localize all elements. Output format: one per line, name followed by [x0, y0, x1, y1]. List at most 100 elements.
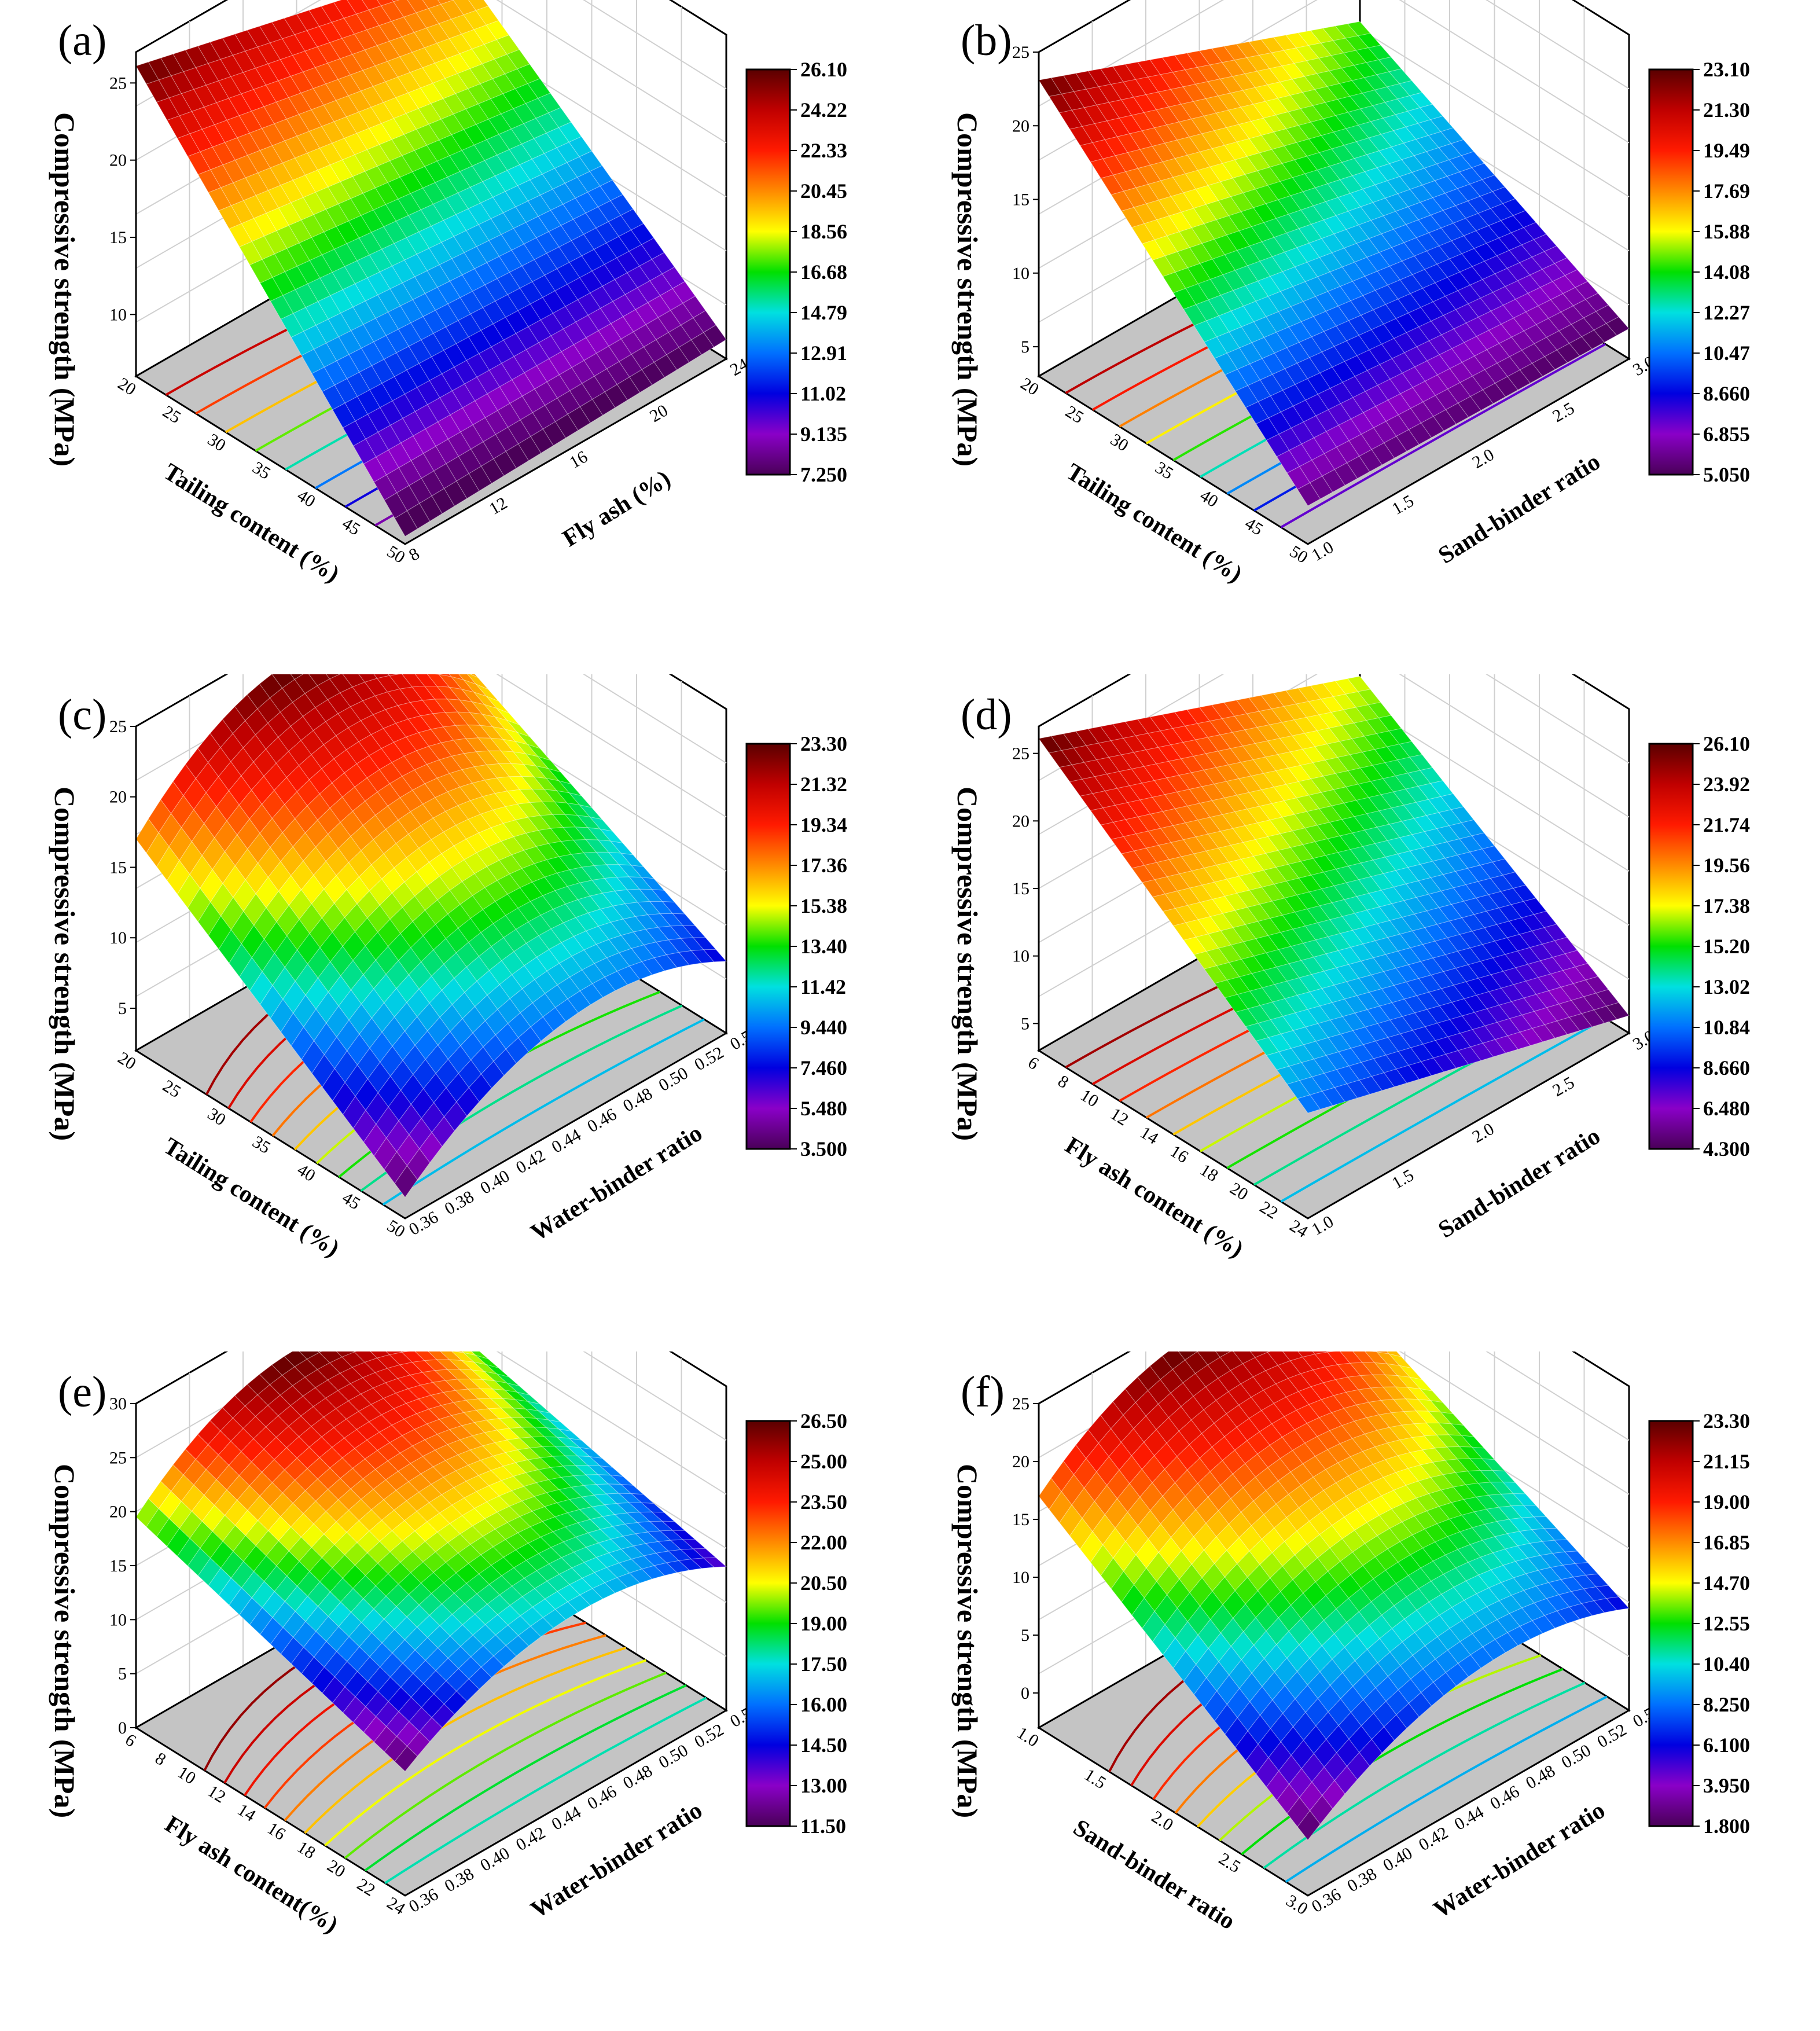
panel-letter: (e): [58, 1368, 106, 1416]
z-tick-label: 10: [109, 928, 127, 947]
z-tick-label: 10: [109, 1610, 127, 1629]
colorbar-tick-label: 3.950: [1703, 1774, 1750, 1797]
panel-letter: (f): [961, 1368, 1005, 1416]
colorbar-tick-label: 23.50: [800, 1490, 847, 1514]
colorbar-tick-label: 10.40: [1703, 1652, 1750, 1676]
z-tick-label: 20: [1012, 811, 1030, 831]
x-tick-label: 25: [159, 1076, 184, 1101]
colorbar-tick-label: 20.50: [800, 1571, 847, 1595]
colorbar-tick-label: 15.38: [800, 894, 847, 917]
colorbar-tick-label: 26.10: [1703, 732, 1750, 755]
z-tick-label: 25: [1012, 1394, 1030, 1413]
colorbar-tick-label: 12.91: [800, 341, 847, 365]
chart-b: 510152025202530354045501.01.52.02.53.0Ta…: [903, 0, 1820, 674]
panel-letter: (d): [961, 691, 1012, 739]
colorbar-tick-label: 16.68: [800, 260, 847, 284]
x-tick-label: 35: [1152, 458, 1176, 483]
colorbar-tick-label: 21.32: [800, 773, 847, 796]
colorbar-tick-label: 5.050: [1703, 463, 1750, 486]
z-tick-label: 0: [1021, 1684, 1030, 1703]
colorbar-tick-label: 12.55: [1703, 1612, 1750, 1635]
colorbar-tick-label: 25.00: [800, 1450, 847, 1473]
z-axis-title: Compressive strength (MPa): [951, 1464, 984, 1818]
z-tick-label: 25: [109, 1448, 127, 1467]
colorbar-tick-label: 9.440: [800, 1016, 847, 1039]
x-tick-label: 35: [249, 458, 274, 483]
x-tick-label: 18: [294, 1837, 319, 1863]
z-axis-title: Compressive strength (MPa): [49, 112, 81, 467]
colorbar: [1649, 744, 1693, 1149]
colorbar-tick-label: 11.02: [800, 382, 846, 405]
colorbar: [747, 69, 790, 475]
colorbar-tick-label: 19.49: [1703, 139, 1750, 162]
x-tick-label: 45: [1241, 514, 1266, 539]
colorbar-tick-label: 26.50: [800, 1409, 847, 1433]
x-tick-label: 10: [174, 1762, 199, 1788]
z-tick-label: 10: [1012, 947, 1030, 966]
z-tick-label: 25: [1012, 43, 1030, 62]
y-axis-title: Sand-binder ratio: [1434, 449, 1605, 570]
z-tick-label: 5: [118, 999, 127, 1018]
panel-letter: (b): [961, 16, 1012, 65]
z-tick-label: 25: [109, 717, 127, 736]
x-tick-label: 50: [1286, 542, 1311, 567]
x-tick-label: 40: [1197, 486, 1222, 511]
x-tick-label: 8: [1054, 1071, 1072, 1092]
z-tick-label: 10: [109, 305, 127, 324]
colorbar-tick-label: 10.47: [1703, 341, 1750, 365]
z-tick-label: 5: [1021, 337, 1030, 357]
x-tick-label: 20: [1227, 1179, 1252, 1204]
x-tick-label: 16: [264, 1819, 289, 1844]
colorbar-tick-label: 1.800: [1703, 1815, 1750, 1838]
z-axis-title: Compressive strength (MPa): [49, 787, 81, 1141]
z-tick-label: 10: [1012, 1568, 1030, 1587]
z-tick-label: 15: [1012, 190, 1030, 210]
x-tick-label: 25: [159, 402, 184, 427]
colorbar-tick-label: 5.480: [800, 1097, 847, 1120]
colorbar-tick-label: 19.00: [800, 1612, 847, 1635]
panel-letter: (a): [58, 16, 106, 65]
colorbar-tick-label: 24.22: [800, 98, 847, 122]
z-tick-label: 20: [109, 151, 127, 170]
colorbar-tick-label: 23.92: [1703, 773, 1750, 796]
colorbar-tick-label: 21.74: [1703, 813, 1750, 836]
x-tick-label: 16: [1167, 1141, 1192, 1167]
colorbar-tick-label: 6.100: [1703, 1733, 1750, 1757]
x-tick-label: 40: [294, 1160, 319, 1185]
colorbar-tick-label: 19.56: [1703, 854, 1750, 877]
colorbar-tick-label: 8.660: [1703, 1056, 1750, 1079]
colorbar-tick-label: 10.84: [1703, 1016, 1750, 1039]
x-tick-label: 18: [1197, 1160, 1222, 1185]
colorbar-tick-label: 19.34: [800, 813, 847, 836]
z-tick-label: 15: [109, 228, 127, 247]
x-tick-label: 25: [1062, 402, 1087, 427]
colorbar-tick-label: 16.85: [1703, 1531, 1750, 1554]
chart-f: 05101520251.01.52.02.53.00.360.380.400.4…: [903, 1351, 1820, 2028]
x-tick-label: 14: [234, 1800, 259, 1826]
colorbar: [1649, 69, 1693, 475]
colorbar-tick-label: 11.50: [800, 1815, 846, 1838]
colorbar-tick-label: 6.480: [1703, 1097, 1750, 1120]
x-tick-label: 22: [354, 1875, 378, 1900]
z-tick-label: 20: [1012, 1452, 1030, 1471]
y-tick-label: 16: [567, 447, 591, 472]
x-tick-label: 12: [1107, 1104, 1132, 1130]
x-tick-label: 50: [384, 1216, 409, 1242]
x-tick-label: 20: [115, 1048, 139, 1074]
chart-c: 510152025202530354045500.360.380.400.420…: [0, 674, 903, 1351]
x-tick-label: 24: [384, 1893, 409, 1919]
z-tick-label: 20: [109, 788, 127, 807]
x-tick-label: 20: [324, 1856, 349, 1882]
colorbar-tick-label: 13.00: [800, 1774, 847, 1797]
z-tick-label: 5: [1021, 1626, 1030, 1645]
x-tick-label: 24: [1286, 1216, 1311, 1242]
x-tick-label: 30: [204, 1104, 229, 1130]
colorbar-tick-label: 7.460: [800, 1056, 847, 1079]
colorbar: [747, 1421, 790, 1826]
x-tick-label: 20: [1017, 374, 1042, 399]
